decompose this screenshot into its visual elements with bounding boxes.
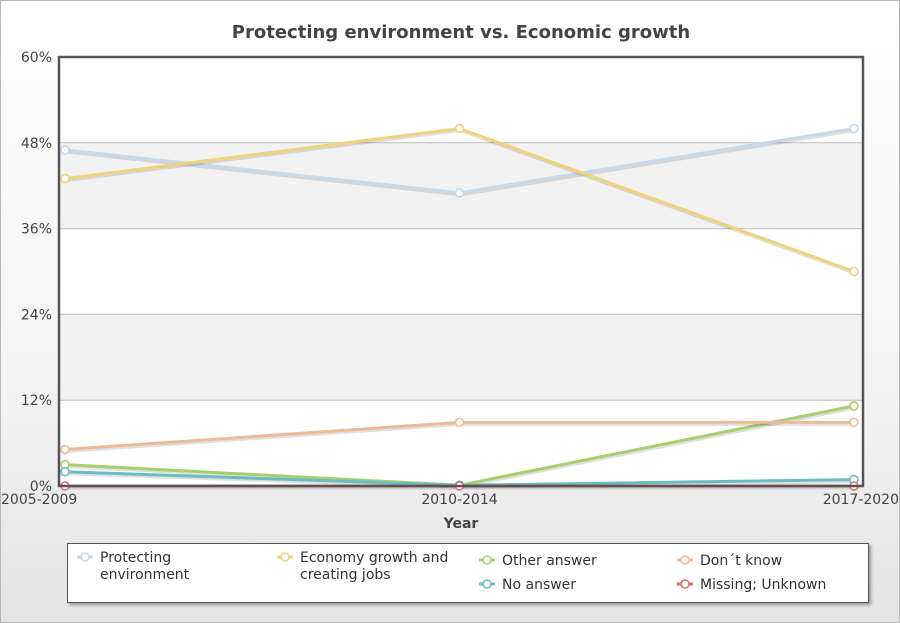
data-point[interactable] [849,123,859,134]
data-point[interactable] [849,401,859,411]
legend-marker-icon [479,555,495,565]
data-point[interactable] [60,444,70,455]
legend-label: Missing; Unknown [700,577,827,593]
x-axis-label: Year [443,516,479,532]
y-tick-label: 24% [21,307,52,323]
legend-item[interactable]: Other answer [478,553,597,570]
x-tick-label: 2017-2020 [823,492,899,508]
plot-band [59,314,863,401]
data-point[interactable] [454,188,465,198]
data-point[interactable] [849,417,859,428]
data-point[interactable] [849,266,859,277]
x-tick-label: 2005-2009 [1,492,77,508]
plot-band [59,142,863,229]
chart-legend: Protecting environment Economy growth and… [67,543,869,603]
chart-title: Protecting environment vs. Economic grow… [232,22,690,43]
legend-label: Protecting environment [100,550,190,583]
legend-marker-icon [277,552,293,562]
legend-label: No answer [502,577,577,593]
y-tick-label: 48% [21,136,52,152]
legend-marker-icon [677,579,693,589]
legend-item[interactable]: Protecting environment [76,550,189,584]
legend-label: Economy growth and creating jobs [300,550,449,583]
x-tick-label: 2010-2014 [421,492,497,508]
data-point[interactable] [60,145,70,155]
legend-item[interactable]: No answer [478,577,576,594]
data-point[interactable] [60,466,70,477]
plot-band [59,228,863,315]
y-tick-label: 36% [21,222,52,238]
legend-marker-icon [77,552,93,562]
legend-item[interactable]: Missing; Unknown [676,577,826,594]
data-point[interactable] [454,417,465,428]
legend-item[interactable]: Economy growth and creating jobs [276,550,448,584]
data-point[interactable] [454,123,465,134]
legend-label: Don´t know [700,553,783,569]
y-tick-label: 60% [21,50,52,66]
legend-marker-icon [479,579,495,589]
plot-border [57,55,865,488]
y-tick-label: 0% [30,479,52,495]
legend-label: Other answer [502,553,597,569]
legend-item[interactable]: Don´t know [676,553,782,570]
y-tick-label: 12% [21,393,52,409]
legend-marker-icon [677,555,693,565]
data-point[interactable] [60,173,70,184]
